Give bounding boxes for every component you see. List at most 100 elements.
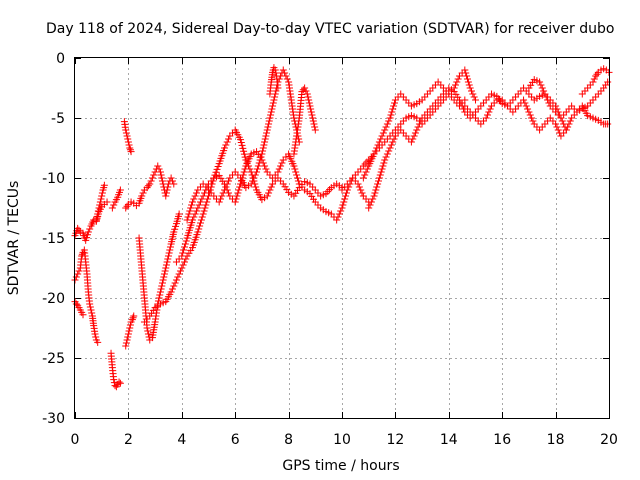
data-point — [92, 216, 100, 224]
data-point — [184, 213, 192, 221]
data-point — [366, 201, 374, 209]
data-point — [96, 201, 104, 209]
data-point — [195, 225, 203, 233]
data-point — [158, 282, 166, 290]
data-point — [160, 273, 168, 281]
data-point — [272, 69, 280, 77]
data-point — [147, 177, 155, 185]
data-point — [526, 111, 534, 119]
data-point — [95, 204, 103, 212]
data-point — [163, 258, 171, 266]
y-tick-label: -10 — [42, 171, 65, 187]
data-point — [122, 342, 130, 350]
data-point — [379, 162, 387, 170]
data-point — [293, 171, 301, 179]
data-point — [241, 153, 249, 161]
data-point — [386, 114, 394, 122]
data-point — [472, 96, 479, 104]
data-point — [75, 226, 83, 234]
data-point — [370, 192, 378, 200]
x-tick-label: 16 — [493, 432, 511, 448]
data-point — [374, 141, 382, 149]
series-trace-b — [71, 246, 102, 346]
data-point — [233, 192, 241, 200]
data-point — [167, 174, 175, 182]
data-point — [221, 186, 229, 194]
data-point — [278, 159, 286, 167]
data-point — [382, 153, 390, 161]
data-point — [192, 189, 200, 197]
data-point — [250, 174, 258, 182]
data-point — [381, 156, 389, 164]
data-point — [94, 338, 102, 346]
data-point — [74, 224, 82, 232]
data-point — [194, 204, 202, 212]
data-point — [218, 192, 226, 200]
data-point — [158, 177, 166, 185]
data-point — [192, 207, 200, 215]
data-point — [162, 189, 170, 197]
data-point — [335, 210, 343, 218]
x-tick-label: 12 — [386, 432, 404, 448]
data-point — [469, 90, 477, 98]
data-point — [301, 84, 309, 92]
data-point — [263, 192, 271, 200]
data-point — [544, 96, 552, 104]
data-point — [470, 93, 478, 101]
data-point — [194, 228, 202, 236]
y-tick-label: -30 — [42, 411, 65, 427]
data-point — [357, 186, 365, 194]
data-point — [237, 139, 245, 147]
data-point — [155, 294, 163, 302]
data-point — [129, 314, 137, 322]
data-point — [415, 120, 423, 128]
data-point — [275, 165, 283, 173]
data-point — [463, 75, 471, 83]
data-point — [274, 84, 282, 92]
data-point — [259, 147, 267, 155]
data-point — [414, 123, 422, 131]
data-point — [139, 189, 147, 197]
data-point — [521, 99, 529, 107]
data-point — [158, 174, 166, 182]
data-point — [178, 252, 186, 260]
series-trace-t — [525, 76, 612, 128]
data-point — [124, 135, 132, 143]
data-point — [339, 201, 347, 209]
data-point — [305, 99, 313, 107]
data-point — [166, 243, 174, 251]
data-point — [371, 189, 379, 197]
data-point — [536, 78, 544, 86]
data-point — [538, 84, 546, 92]
data-point — [162, 264, 170, 272]
data-point — [389, 138, 397, 146]
data-point — [264, 123, 272, 131]
data-point — [124, 333, 132, 341]
data-point — [482, 114, 490, 122]
data-point — [522, 102, 530, 110]
data-points — [71, 64, 613, 391]
data-point — [196, 222, 204, 230]
data-point — [256, 156, 264, 164]
data-point — [373, 144, 381, 152]
data-point — [304, 93, 312, 101]
data-point — [410, 132, 418, 140]
data-point — [225, 177, 233, 185]
data-point — [163, 186, 171, 194]
data-point — [219, 189, 227, 197]
data-point — [375, 174, 383, 182]
data-point — [182, 237, 190, 245]
data-point — [116, 186, 124, 194]
data-point — [223, 180, 231, 188]
data-point — [257, 153, 265, 161]
data-point — [156, 291, 164, 299]
data-point — [267, 111, 275, 119]
data-point — [162, 261, 170, 269]
data-point — [183, 216, 191, 224]
data-point — [247, 180, 255, 188]
data-point — [249, 177, 257, 185]
data-point — [564, 123, 572, 131]
data-point — [267, 183, 275, 191]
data-point — [222, 141, 230, 149]
data-point — [168, 285, 176, 293]
